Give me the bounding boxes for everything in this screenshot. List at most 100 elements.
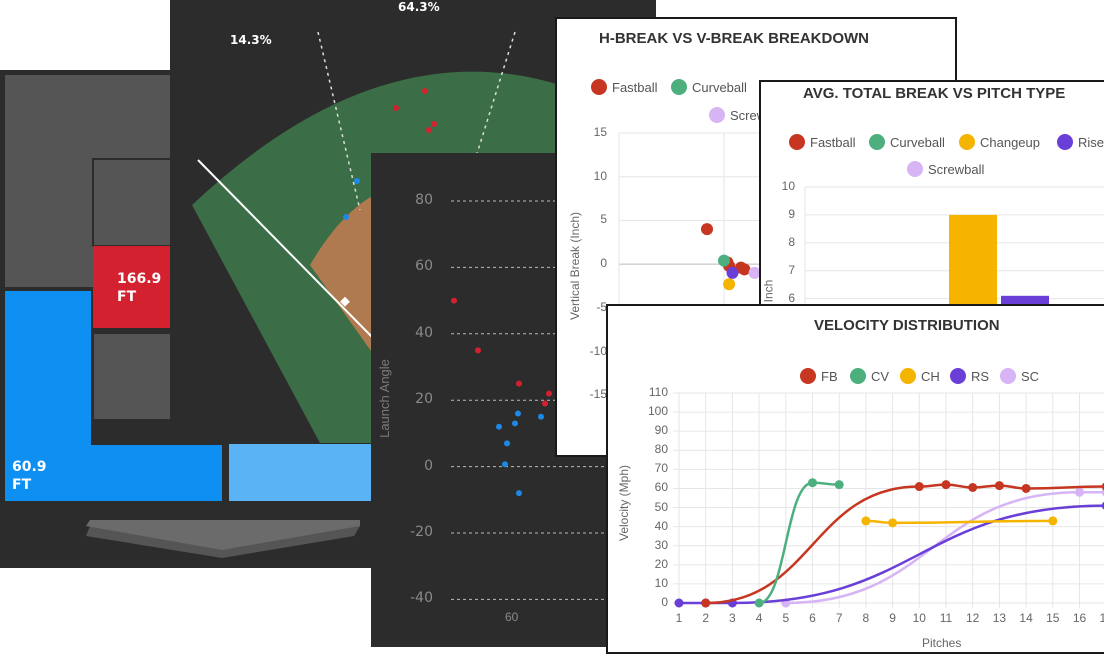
vel-x-tick: 9	[889, 611, 896, 625]
hit-point[interactable]	[393, 105, 399, 111]
avg-break-title: AVG. TOTAL BREAK VS PITCH TYPE	[803, 85, 1066, 102]
legend-item-riser[interactable]: Riser	[1057, 134, 1104, 150]
launch-angle-y-tick: 60	[415, 258, 433, 275]
legend-item-cv[interactable]: CV	[850, 368, 889, 384]
zone-distance-bottom: 60.9 FT	[12, 459, 47, 493]
legend-item-ch[interactable]: CH	[900, 368, 940, 384]
velocity-plot	[673, 392, 1104, 608]
hit-point[interactable]	[343, 214, 349, 220]
legend-swatch	[850, 368, 866, 384]
launch-angle-point[interactable]	[502, 461, 508, 468]
vel-point-ch[interactable]	[861, 516, 871, 526]
legend-item-fastball[interactable]: Fastball	[591, 79, 658, 95]
launch-angle-point[interactable]	[451, 297, 457, 304]
legend-label: Fastball	[612, 79, 658, 95]
hv-point-fastball[interactable]	[701, 223, 713, 236]
launch-angle-y-tick: -40	[410, 590, 433, 607]
legend-label: Screwball	[928, 161, 985, 177]
legend-item-curveball[interactable]: Curveball	[671, 79, 747, 95]
legend-swatch	[591, 79, 607, 95]
vel-x-tick: 2	[702, 611, 710, 625]
launch-angle-y-tick: 80	[415, 192, 433, 208]
launch-angle-plot	[451, 200, 621, 600]
base-marker	[340, 296, 350, 307]
legend-item-curveball[interactable]: Curveball	[869, 134, 945, 150]
launch-angle-point[interactable]	[516, 490, 522, 497]
hv-y-tick: -5	[596, 299, 607, 314]
launch-angle-point[interactable]	[475, 347, 481, 354]
vel-point-rs[interactable]	[674, 598, 684, 608]
legend-swatch	[709, 107, 725, 123]
hv-point-fastball[interactable]	[738, 263, 751, 276]
left-field-percent: 14.3%	[230, 33, 272, 47]
hit-point[interactable]	[354, 178, 360, 184]
launch-angle-point[interactable]	[516, 380, 522, 387]
vel-line-cv	[758, 481, 840, 605]
launch-angle-point[interactable]	[515, 410, 521, 417]
hbreak-vbreak-title: H-BREAK VS V-BREAK BREAKDOWN	[599, 30, 870, 47]
vel-point-ch[interactable]	[1048, 516, 1058, 526]
legend-item-screwball[interactable]: Screwball	[907, 161, 984, 177]
zone-middle-left	[92, 332, 176, 421]
vel-point-cv[interactable]	[808, 478, 817, 488]
launch-angle-point[interactable]	[504, 440, 510, 447]
launch-angle-point[interactable]	[538, 413, 544, 420]
legend-label: RS	[971, 368, 990, 384]
launch-angle-point[interactable]	[546, 390, 552, 397]
legend-label: Curveball	[692, 79, 747, 95]
hv-point-changeup[interactable]	[723, 278, 736, 291]
vel-y-tick: 40	[654, 518, 668, 533]
hv-point-riser[interactable]	[726, 266, 739, 279]
legend-swatch	[1000, 368, 1016, 384]
legend-item-fb[interactable]: FB	[800, 368, 838, 384]
vel-point-ch[interactable]	[888, 518, 898, 528]
field-divider-left	[317, 31, 361, 211]
vel-point-fb[interactable]	[701, 598, 711, 608]
vel-point-fb[interactable]	[941, 480, 951, 490]
vel-line-fb	[705, 483, 1104, 605]
vel-point-sc[interactable]	[1075, 487, 1084, 497]
home-plate	[86, 520, 360, 558]
legend-item-sc[interactable]: SC	[1000, 368, 1039, 384]
zone-red-cell[interactable]	[93, 246, 173, 328]
legend-swatch	[907, 161, 923, 177]
launch-angle-point[interactable]	[512, 420, 518, 427]
vel-y-tick: 30	[654, 537, 668, 552]
vel-point-fb[interactable]	[968, 483, 978, 492]
hv-y-tick: -15	[589, 387, 607, 402]
legend-label: CV	[871, 368, 890, 384]
vel-x-tick: 17	[1096, 611, 1104, 625]
vel-point-cv[interactable]	[834, 480, 844, 490]
hit-point[interactable]	[431, 121, 437, 127]
vel-x-tick: 5	[782, 611, 790, 625]
vel-point-fb[interactable]	[914, 482, 924, 492]
foul-line	[197, 159, 376, 341]
hv-point-screwball[interactable]	[748, 266, 761, 279]
vel-point-sc[interactable]	[1101, 488, 1104, 497]
vel-point-fb[interactable]	[1101, 482, 1104, 491]
launch-angle-x-tick: 60	[505, 610, 519, 624]
legend-swatch	[800, 368, 816, 384]
vel-y-tick: 80	[654, 442, 668, 457]
hv-point-curveball[interactable]	[718, 254, 730, 267]
legend-item-changeup[interactable]: Changeup	[959, 134, 1040, 150]
hit-point[interactable]	[422, 88, 428, 94]
hv-y-tick: 5	[600, 212, 607, 227]
vel-point-fb[interactable]	[994, 481, 1004, 491]
vel-y-tick: 70	[654, 461, 668, 476]
legend-item-rs[interactable]: RS	[950, 368, 989, 384]
ab-bar-changeup[interactable]	[949, 214, 997, 320]
vel-x-tick: 4	[755, 611, 763, 625]
launch-angle-point[interactable]	[542, 400, 548, 407]
vel-point-fb[interactable]	[1021, 483, 1031, 493]
zone-blue-bottom[interactable]	[5, 445, 222, 501]
vel-point-cv[interactable]	[754, 598, 764, 608]
hv-y-tick: 15	[593, 125, 607, 139]
ab-y-tick: 10	[781, 179, 795, 193]
zone-light-blue-cell[interactable]	[229, 444, 378, 501]
hit-point[interactable]	[426, 127, 432, 133]
vel-x-tick: 3	[729, 611, 736, 625]
legend-item-fastball[interactable]: Fastball	[789, 134, 856, 150]
vel-point-rs[interactable]	[1101, 501, 1104, 510]
launch-angle-point[interactable]	[496, 423, 502, 430]
